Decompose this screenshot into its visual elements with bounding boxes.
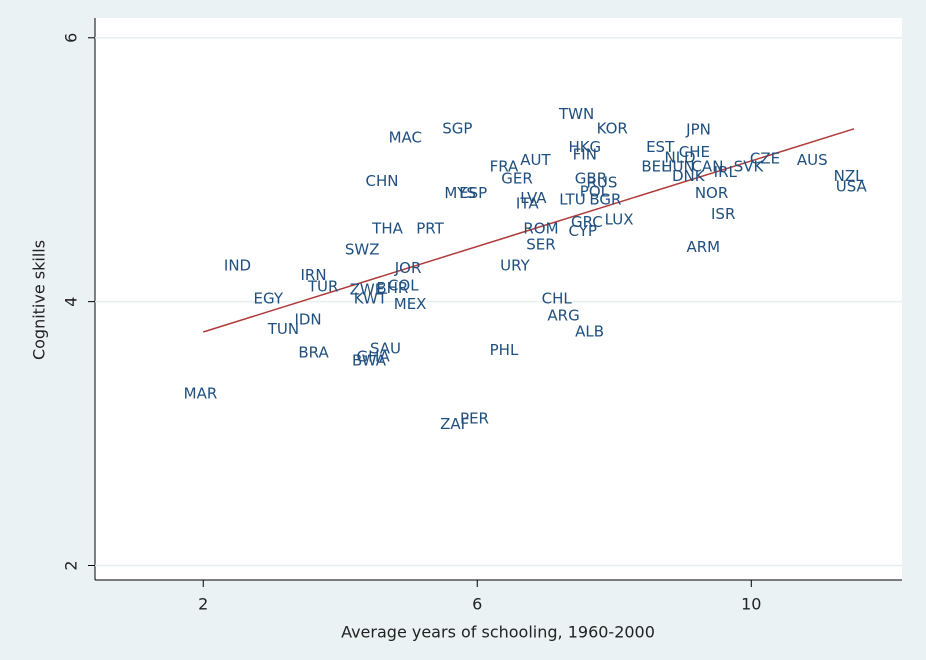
country-point: TWN (558, 105, 594, 123)
country-point: POL (580, 183, 610, 201)
country-point: PRT (416, 220, 444, 238)
country-point: SVK (734, 158, 765, 176)
country-point: IND (224, 257, 251, 275)
country-point: CYP (569, 222, 597, 240)
country-point: FIN (573, 146, 597, 164)
country-point: ESP (459, 184, 487, 202)
country-point: BWA (352, 352, 387, 370)
country-point: LVA (520, 189, 547, 207)
country-point: ZWE (350, 280, 385, 298)
country-point: ROM (523, 220, 558, 238)
country-point: JOR (394, 259, 422, 277)
country-point: IRL (714, 163, 738, 181)
country-point: MYS (444, 184, 476, 202)
country-point: AUS (797, 151, 828, 169)
country-point: JPN (685, 121, 711, 139)
country-point: COL (388, 276, 419, 294)
x-tick-label: 6 (472, 595, 482, 614)
country-point: IRN (300, 266, 326, 284)
country-point: ALB (575, 322, 604, 340)
country-point: SAU (370, 340, 401, 358)
x-tick-label: 2 (198, 595, 208, 614)
country-point: GER (501, 169, 533, 187)
country-point: CHL (542, 290, 573, 308)
country-point: LUX (605, 210, 634, 228)
country-point: LTU (559, 191, 585, 209)
country-point: BEL (641, 158, 670, 176)
country-point: CHN (366, 172, 399, 190)
country-point: USA (836, 177, 868, 195)
country-point: NZL (834, 167, 864, 185)
country-point: BHR (376, 279, 408, 297)
country-point: ARM (687, 238, 721, 256)
country-point: URY (500, 257, 530, 275)
country-point: BGR (589, 191, 621, 209)
country-point: ZAF (440, 415, 469, 433)
country-point: MEX (394, 295, 427, 313)
y-tick-label: 6 (62, 33, 81, 43)
fit-line (203, 128, 855, 333)
country-point: PER (460, 410, 489, 428)
country-point: CZE (750, 150, 780, 168)
country-point: FRA (490, 158, 519, 176)
country-point: PHL (490, 341, 519, 359)
plot-area (95, 18, 902, 580)
country-point: KWT (354, 290, 388, 308)
country-point: AUT (520, 151, 551, 169)
country-point: NLD (664, 148, 695, 166)
country-point: GHA (357, 348, 391, 366)
country-point: GBR (575, 169, 607, 187)
country-point: SER (526, 235, 555, 253)
country-point: IDN (294, 311, 321, 329)
country-point: MAC (389, 129, 422, 147)
country-point: DNK (672, 167, 706, 185)
country-point: NOR (695, 184, 728, 202)
y-axis-title: Cognitive skills (30, 240, 49, 360)
country-point: HUN (661, 158, 694, 176)
country-point: ITA (516, 195, 539, 213)
country-point: RUS (586, 173, 617, 191)
country-point: SGP (442, 119, 472, 137)
country-point: TUR (307, 278, 339, 296)
country-point: ARG (547, 307, 579, 325)
country-point: TUN (267, 320, 299, 338)
country-point: BRA (298, 344, 329, 362)
country-point: KOR (597, 119, 628, 137)
country-point: SWZ (345, 241, 380, 259)
country-point: CAN (691, 158, 723, 176)
y-tick-label: 4 (62, 297, 81, 307)
country-point: THA (371, 220, 403, 238)
country-point: GRC (571, 213, 603, 231)
x-axis-title: Average years of schooling, 1960-2000 (341, 623, 655, 642)
country-point: ISR (711, 205, 735, 223)
x-tick-label: 10 (741, 595, 761, 614)
country-point: EST (646, 138, 675, 156)
country-point: CHE (679, 143, 710, 161)
y-tick-label: 2 (62, 560, 81, 570)
country-point: HKG (568, 138, 601, 156)
country-point: MAR (184, 384, 218, 402)
country-point: EGY (254, 290, 284, 308)
